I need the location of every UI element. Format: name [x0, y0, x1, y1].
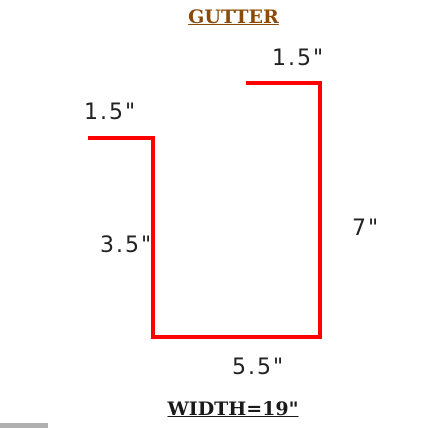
width-label: WIDTH=19"	[167, 398, 299, 420]
bottom-dimension: 5.5"	[232, 355, 286, 380]
top-right-lip-dimension: 1.5"	[272, 46, 326, 71]
right-wall-dimension: 7"	[352, 216, 381, 241]
left-wall-dimension: 3.5"	[100, 233, 154, 258]
top-left-lip-dimension: 1.5"	[84, 100, 138, 125]
corner-mark	[0, 423, 48, 428]
diagram-title: GUTTER	[188, 6, 279, 28]
gutter-profile-line	[88, 81, 322, 339]
